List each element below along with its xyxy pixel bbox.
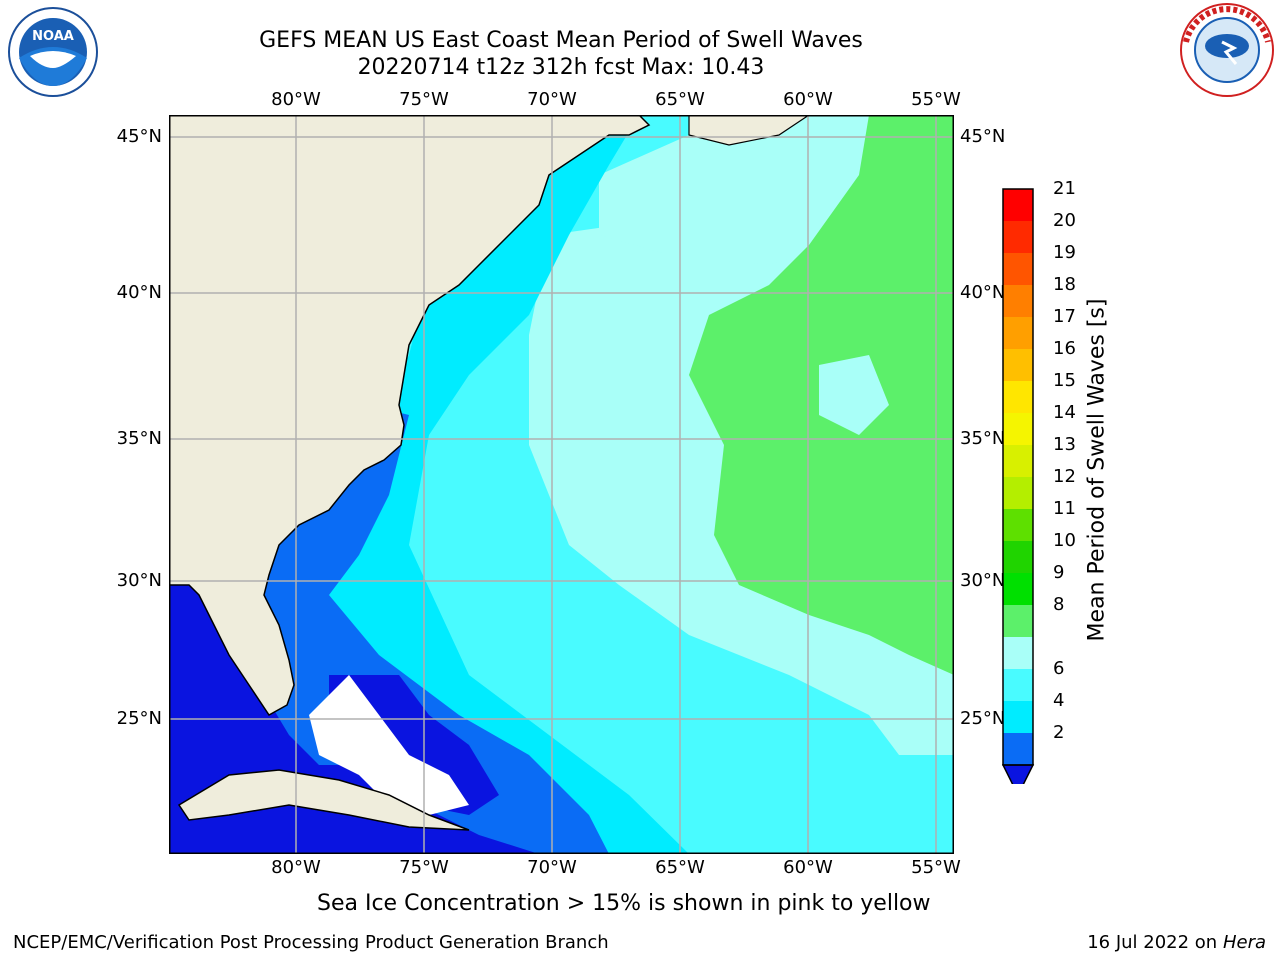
colorbar-tick-label: 8 — [1053, 594, 1065, 615]
colorbar-tick-label: 16 — [1053, 338, 1076, 359]
colorbar-band — [1003, 445, 1033, 477]
colorbar-tick-label: 11 — [1053, 498, 1076, 519]
colorbar-tick-label: 10 — [1053, 530, 1076, 551]
colorbar-band — [1003, 605, 1033, 637]
colorbar-band — [1003, 701, 1033, 733]
colorbar-band — [1003, 413, 1033, 445]
footer-date: 16 Jul 2022 on — [1087, 932, 1223, 953]
land-north-america — [169, 115, 651, 716]
colorbar-tick-label: 9 — [1053, 562, 1065, 583]
colorbar-band — [1003, 189, 1033, 221]
colorbar-band — [1003, 317, 1033, 349]
sea-ice-caption: Sea Ice Concentration > 15% is shown in … — [317, 891, 931, 916]
lat-label-left: 40°N — [116, 282, 162, 303]
colorbar-tick-label: 21 — [1053, 178, 1076, 199]
lon-label-bottom: 60°W — [783, 857, 833, 878]
colorbar-tick-label: 15 — [1053, 370, 1076, 391]
colorbar-band — [1003, 285, 1033, 317]
colorbar-band — [1003, 349, 1033, 381]
colorbar — [1002, 188, 1035, 784]
lon-label-bottom: 75°W — [399, 857, 449, 878]
lat-label-left: 35°N — [116, 428, 162, 449]
colorbar-tick-label: 2 — [1053, 722, 1065, 743]
colorbar-band — [1003, 541, 1033, 573]
lon-label-top: 80°W — [271, 89, 321, 110]
lon-label-bottom: 55°W — [911, 857, 961, 878]
lon-label-top: 75°W — [399, 89, 449, 110]
colorbar-tick-label: 19 — [1053, 242, 1076, 263]
chart-subtitle: 20220714 t12z 312h fcst Max: 10.43 — [357, 55, 765, 80]
colorbar-band — [1003, 477, 1033, 509]
masked-banks — [309, 675, 469, 815]
colorbar-band — [1003, 573, 1033, 605]
lon-label-top: 65°W — [655, 89, 705, 110]
colorbar-band — [1003, 733, 1033, 765]
colorbar-tick-label: 17 — [1053, 306, 1076, 327]
colorbar-tick-label: 6 — [1053, 658, 1065, 679]
colorbar-frame — [1002, 188, 1034, 766]
lat-label-left: 30°N — [116, 570, 162, 591]
lat-label-right: 30°N — [960, 570, 1006, 591]
colorbar-tick-label: 13 — [1053, 434, 1076, 455]
colorbar-label: Mean Period of Swell Waves [s] — [1084, 298, 1110, 642]
colorbar-tick-label: 14 — [1053, 402, 1076, 423]
colorbar-band — [1003, 637, 1033, 669]
lon-label-bottom: 65°W — [655, 857, 705, 878]
lat-label-left: 45°N — [116, 126, 162, 147]
footer-right: 16 Jul 2022 on Hera — [1087, 932, 1266, 954]
noaa-logo-text: NOAA — [32, 29, 74, 44]
colorbar-tick-label: 18 — [1053, 274, 1076, 295]
ocean-8-9-north — [599, 115, 869, 265]
lat-label-left: 25°N — [116, 708, 162, 729]
footer-machine: Hera — [1222, 932, 1266, 953]
map-panel — [169, 115, 954, 854]
nws-logo — [1180, 3, 1274, 97]
lat-label-right: 25°N — [960, 708, 1006, 729]
lon-label-top: 55°W — [911, 89, 961, 110]
colorbar-tick-label: 4 — [1053, 690, 1065, 711]
land-cuba — [177, 769, 470, 831]
chart-title: GEFS MEAN US East Coast Mean Period of S… — [259, 28, 863, 53]
lon-label-top: 60°W — [783, 89, 833, 110]
graticule — [169, 115, 954, 854]
footer-left: NCEP/EMC/Verification Post Processing Pr… — [13, 932, 609, 953]
lat-label-right: 35°N — [960, 428, 1006, 449]
map-frame — [169, 115, 954, 854]
colorbar-tick-label: 12 — [1053, 466, 1076, 487]
lat-label-right: 45°N — [960, 126, 1006, 147]
lat-label-right: 40°N — [960, 282, 1006, 303]
ocean-8-9-pocket — [819, 355, 889, 435]
colorbar-band — [1003, 669, 1033, 701]
lon-label-top: 70°W — [527, 89, 577, 110]
colorbar-band — [1003, 253, 1033, 285]
colorbar-band — [1003, 509, 1033, 541]
colorbar-underflow-triangle — [1002, 764, 1035, 784]
lon-label-bottom: 70°W — [527, 857, 577, 878]
colorbar-band — [1003, 221, 1033, 253]
noaa-logo: NOAA — [8, 7, 98, 97]
lon-label-bottom: 80°W — [271, 857, 321, 878]
colorbar-band — [1003, 381, 1033, 413]
colorbar-tick-label: 20 — [1053, 210, 1076, 231]
